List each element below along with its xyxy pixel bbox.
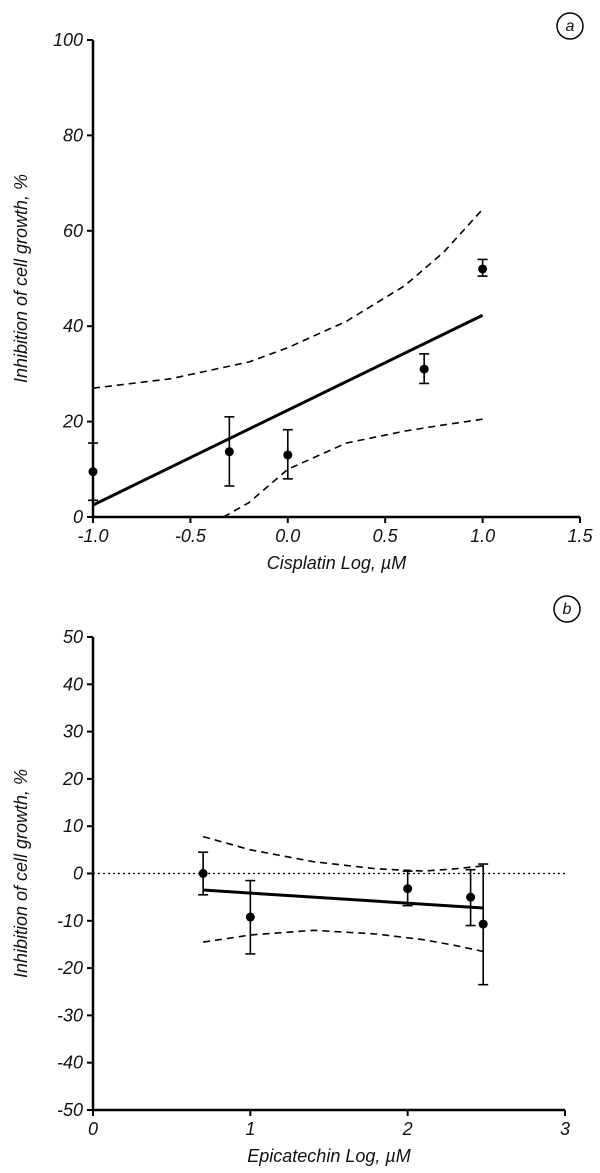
regression-line — [203, 888, 484, 910]
x-tick-label: 3 — [560, 1119, 570, 1139]
panel-b: -50 -40 -30 -20 -10 0 10 20 30 40 50 0 1 2 3 Epicatechi… — [11, 595, 581, 1166]
x-tick-label: 0.5 — [373, 526, 399, 546]
data-point — [245, 912, 255, 922]
x-axis-title: Epicatechin Log, µM — [247, 1146, 410, 1166]
y-tick-label: -10 — [57, 911, 83, 931]
panel-label-circle — [556, 12, 584, 40]
y-axis-title: Inhibition of cell growth, % — [11, 769, 31, 978]
y-tick-label: 20 — [62, 769, 83, 789]
panel-a: 0 20 40 60 80 100 -1.0 -0.5 0.0 0.5 1.0 1.5 Cisplati… — [11, 12, 593, 573]
ci-upper-curve — [92, 208, 484, 389]
x-axis-title: Cisplatin Log, µM — [267, 553, 406, 573]
y-tick-label: 60 — [63, 221, 83, 241]
y-axis-title: Inhibition of cell growth, % — [11, 174, 31, 383]
x-tick-label: 0.0 — [275, 526, 300, 546]
y-tick-label: -50 — [57, 1100, 83, 1120]
ci-lower-curve — [223, 418, 483, 518]
y-tick-label: 40 — [63, 316, 83, 336]
panel-label: a — [566, 18, 575, 35]
y-tick-label: 10 — [63, 816, 83, 836]
x-tick-label: 1.0 — [470, 526, 495, 546]
y-tick-label: -40 — [57, 1053, 83, 1073]
y-tick-label: 40 — [63, 674, 83, 694]
data-point — [283, 450, 293, 460]
panel-label-circle — [553, 595, 581, 623]
x-tick-label: 2 — [402, 1119, 413, 1139]
x-tick-label: 1 — [245, 1119, 255, 1139]
data-point — [478, 919, 488, 929]
y-tick-label: -30 — [57, 1005, 83, 1025]
y-tick-label: 100 — [53, 30, 83, 50]
y-tick-label: 50 — [63, 627, 83, 647]
y-tick-label: 20 — [62, 412, 83, 432]
ci-upper-curve — [202, 835, 484, 872]
panel-label: b — [563, 601, 572, 618]
x-tick-label: 0 — [88, 1119, 98, 1139]
x-tick-label: 1.5 — [567, 526, 593, 546]
data-point — [224, 447, 234, 457]
y-tick-label: 80 — [63, 125, 83, 145]
y-tick-label: 0 — [73, 864, 83, 884]
x-tick-label: -0.5 — [175, 526, 207, 546]
y-tick-label: -20 — [57, 958, 83, 978]
data-point — [403, 884, 413, 894]
data-point — [466, 892, 476, 902]
data-point — [198, 869, 208, 878]
x-tick-label: -1.0 — [77, 526, 108, 546]
y-tick-label: 0 — [73, 507, 83, 527]
data-point — [419, 364, 429, 374]
data-point — [478, 264, 488, 274]
y-tick-label: 30 — [63, 722, 83, 742]
regression-line — [92, 313, 484, 507]
ci-lower-curve — [202, 929, 484, 953]
